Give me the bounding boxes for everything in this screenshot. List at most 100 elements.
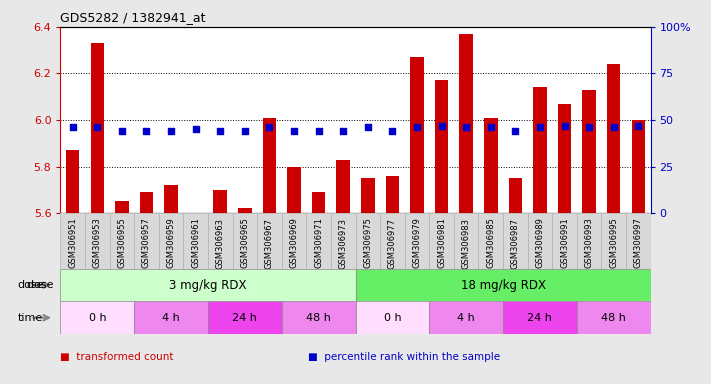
Text: dose: dose — [18, 280, 44, 290]
Bar — [626, 213, 651, 269]
Bar — [336, 160, 350, 213]
Bar — [405, 213, 429, 269]
Bar — [90, 43, 104, 213]
Bar — [479, 213, 503, 269]
Bar — [232, 213, 257, 269]
Bar — [60, 269, 356, 301]
Point — [92, 124, 103, 131]
Text: GSM306989: GSM306989 — [535, 218, 545, 268]
Text: GSM306953: GSM306953 — [93, 218, 102, 268]
Bar — [213, 190, 227, 213]
Bar — [607, 64, 621, 213]
Point — [166, 128, 177, 134]
Text: 48 h: 48 h — [602, 313, 626, 323]
Point — [510, 128, 521, 134]
Bar — [134, 301, 208, 334]
Bar — [631, 120, 645, 213]
Bar — [577, 301, 651, 334]
Text: GSM306993: GSM306993 — [584, 218, 594, 268]
Bar — [115, 202, 129, 213]
Point — [190, 126, 201, 132]
Text: GSM306955: GSM306955 — [117, 218, 127, 268]
Text: GSM306961: GSM306961 — [191, 218, 201, 268]
Bar — [459, 34, 473, 213]
Bar — [429, 213, 454, 269]
Text: GSM306959: GSM306959 — [166, 218, 176, 268]
Bar — [385, 176, 399, 213]
Bar — [287, 167, 301, 213]
Bar — [159, 213, 183, 269]
Bar — [484, 118, 498, 213]
Bar — [60, 213, 85, 269]
Text: GSM306991: GSM306991 — [560, 218, 569, 268]
Bar — [508, 178, 522, 213]
Point — [633, 122, 644, 129]
Point — [411, 124, 422, 131]
Text: GSM306977: GSM306977 — [388, 218, 397, 268]
Bar — [533, 88, 547, 213]
Bar — [454, 213, 479, 269]
Point — [313, 128, 324, 134]
Text: 0 h: 0 h — [383, 313, 401, 323]
Point — [264, 124, 275, 131]
Text: 24 h: 24 h — [528, 313, 552, 323]
Text: GSM306965: GSM306965 — [240, 218, 250, 268]
Bar — [602, 213, 626, 269]
Text: GDS5282 / 1382941_at: GDS5282 / 1382941_at — [60, 11, 206, 24]
Point — [559, 122, 570, 129]
Bar — [582, 90, 596, 213]
Text: 4 h: 4 h — [162, 313, 180, 323]
Bar — [380, 213, 405, 269]
Point — [608, 124, 619, 131]
Point — [289, 128, 300, 134]
Text: GSM306973: GSM306973 — [338, 218, 348, 268]
Text: GSM306969: GSM306969 — [289, 218, 299, 268]
Point — [387, 128, 398, 134]
Text: GSM306997: GSM306997 — [634, 218, 643, 268]
Text: GSM306987: GSM306987 — [510, 218, 520, 268]
Point — [461, 124, 472, 131]
Bar — [528, 213, 552, 269]
Bar — [109, 213, 134, 269]
Bar — [238, 209, 252, 213]
Bar — [410, 57, 424, 213]
Bar — [503, 301, 577, 334]
Bar — [208, 213, 232, 269]
Text: dose: dose — [27, 280, 57, 290]
Text: GSM306985: GSM306985 — [486, 218, 496, 268]
Bar — [429, 301, 503, 334]
Point — [141, 128, 152, 134]
Text: GSM306981: GSM306981 — [437, 218, 446, 268]
Text: 3 mg/kg RDX: 3 mg/kg RDX — [169, 279, 247, 291]
Bar — [356, 213, 380, 269]
Text: 24 h: 24 h — [232, 313, 257, 323]
Text: GSM306995: GSM306995 — [609, 218, 618, 268]
Bar — [66, 150, 80, 213]
Point — [67, 124, 78, 131]
Bar — [306, 213, 331, 269]
Bar — [282, 301, 356, 334]
Text: 0 h: 0 h — [88, 313, 106, 323]
Point — [338, 128, 349, 134]
Bar — [331, 213, 356, 269]
Bar — [356, 269, 651, 301]
Bar — [140, 192, 154, 213]
Text: GSM306983: GSM306983 — [461, 218, 471, 268]
Point — [215, 128, 226, 134]
Text: 4 h: 4 h — [457, 313, 475, 323]
Point — [116, 128, 127, 134]
Point — [239, 128, 250, 134]
Bar — [282, 213, 306, 269]
Bar — [503, 213, 528, 269]
Text: time: time — [18, 313, 43, 323]
Point — [362, 124, 373, 131]
Bar — [85, 213, 109, 269]
Text: 48 h: 48 h — [306, 313, 331, 323]
Text: GSM306967: GSM306967 — [265, 218, 274, 268]
Bar — [435, 80, 449, 213]
Text: GSM306971: GSM306971 — [314, 218, 323, 268]
Bar — [557, 104, 571, 213]
Text: GSM306975: GSM306975 — [363, 218, 373, 268]
Bar — [134, 213, 159, 269]
Bar — [552, 213, 577, 269]
